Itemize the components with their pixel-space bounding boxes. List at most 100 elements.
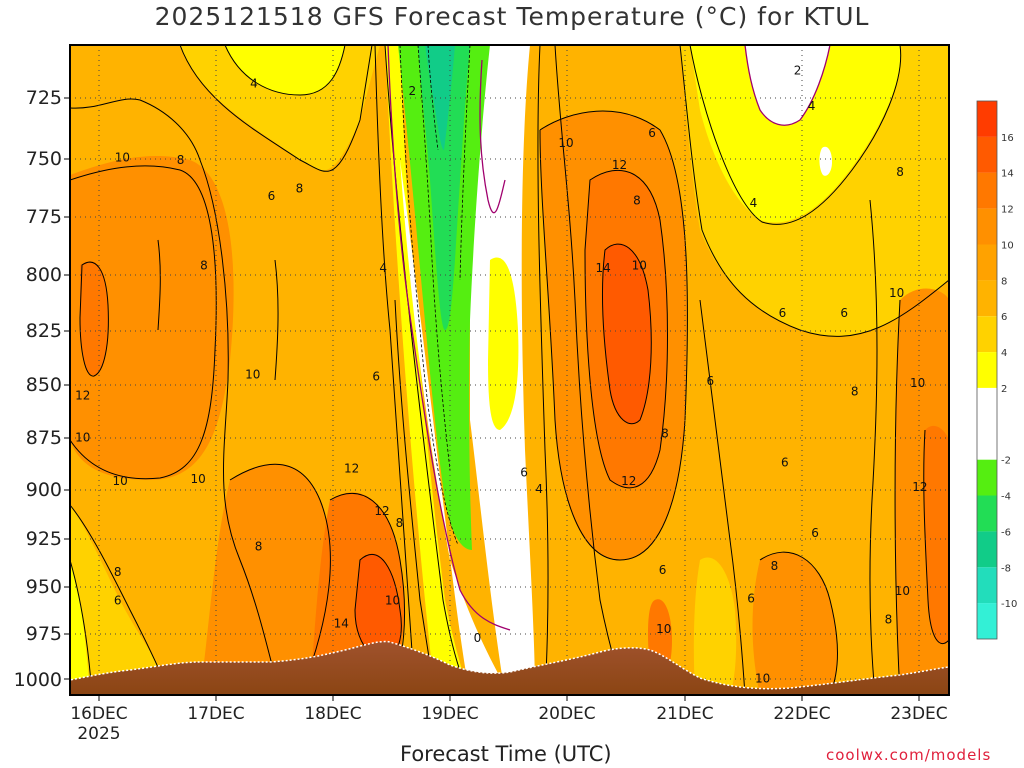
- y-tick-label-775: 775: [26, 206, 62, 228]
- y-tick-label-975: 975: [26, 623, 62, 645]
- band-yellow-left-edge: [70, 505, 170, 695]
- contour-line: [537, 45, 549, 695]
- y-tick-label-950: 950: [26, 576, 62, 598]
- band-white-front: [400, 160, 510, 695]
- zero-contour-line: [744, 45, 831, 126]
- contour-label: 8: [885, 613, 893, 627]
- contour-label: 0: [474, 631, 482, 645]
- contour-label: 10: [190, 472, 205, 486]
- band-orange-left-core: [70, 155, 234, 480]
- contour-label: 8: [771, 559, 779, 573]
- band-yellow-top-center: [225, 45, 345, 95]
- contour-label: 8: [896, 165, 904, 179]
- contour-label: 4: [250, 76, 258, 90]
- contour-label: 8: [396, 516, 404, 530]
- colorbar-swatch: [977, 316, 997, 353]
- colorbar-swatch: [977, 101, 997, 137]
- contour-line: [689, 45, 902, 225]
- cold-dashed-contours: [399, 45, 471, 546]
- colorbar-swatch: [977, 136, 997, 173]
- colorbar-swatch: [977, 280, 997, 317]
- dashed-contour-line: [459, 45, 471, 281]
- colorbar-tick-label: -4: [1001, 492, 1011, 503]
- colorbar-swatch: [977, 531, 997, 568]
- contour-line: [224, 45, 346, 96]
- contour-label: 6: [840, 306, 848, 320]
- colorbar-swatch: [977, 172, 997, 209]
- colorbar-tick-label: -2: [1001, 456, 1011, 467]
- contour-label: 10: [632, 259, 647, 273]
- band-green-mid: [418, 45, 470, 330]
- x-tick-label-18dec: 18DEC: [304, 704, 361, 724]
- colorbar-swatch: [977, 459, 997, 496]
- y-tick-label-1000: 1000: [14, 669, 62, 691]
- freezing-lines: [387, 45, 831, 631]
- contour-line: [70, 98, 281, 695]
- colorbar-tick-label: -10: [1001, 599, 1017, 610]
- contour-label: 12: [374, 504, 389, 518]
- contour-label: 10: [385, 594, 400, 608]
- band-yellow-bright-right: [690, 45, 901, 223]
- colorbar-tick-label: 6: [1001, 312, 1007, 323]
- x-tick-label-16dec: 16DEC: [70, 704, 127, 724]
- contour-label: 12: [612, 158, 627, 172]
- band-deep-orange-left: [80, 261, 109, 376]
- zero-contour-line: [479, 59, 506, 214]
- contour-label: 6: [659, 563, 667, 577]
- colorbar-tick-label: 2: [1001, 384, 1007, 395]
- contour-line: [554, 45, 626, 695]
- contour-label: 4: [535, 482, 543, 496]
- dashed-contour-line: [427, 45, 439, 151]
- band-yellow-behind: [488, 257, 519, 430]
- contour-line: [79, 261, 109, 377]
- colorbar-tick-label: 4: [1001, 348, 1007, 359]
- contour-label: 10: [245, 367, 260, 381]
- band-white-left: [70, 560, 90, 695]
- contour-label: 8: [633, 194, 641, 208]
- x-tick-label-17dec: 17DEC: [187, 704, 244, 724]
- contour-line: [759, 551, 838, 695]
- band-orange-lower-mid: [200, 463, 331, 695]
- colorbar-frame: [976, 100, 998, 640]
- x-year-label: 2025: [77, 724, 120, 744]
- x-axis-title: Forecast Time (UTC): [400, 742, 612, 766]
- contour-label: 10: [558, 136, 573, 150]
- colorbar-tick-label: -6: [1001, 527, 1011, 538]
- colorbar: 16 14 12 10 8 6 4 2 -2 -4 -6 -8 -10: [976, 100, 1017, 640]
- contour-label: 8: [200, 259, 208, 273]
- contour-label: 6: [372, 370, 380, 384]
- colorbar-tick-label: 10: [1001, 241, 1014, 252]
- colorbar-swatch: [977, 208, 997, 245]
- colorbar-swatch: [977, 352, 997, 388]
- contour-label: 14: [334, 616, 349, 630]
- y-axis: 725 750 775 800 825 850 875 900 925 950 …: [14, 87, 70, 691]
- contour-label: 10: [656, 622, 671, 636]
- colorbar-tick-label: 12: [1001, 205, 1014, 216]
- contour-line: [157, 239, 279, 381]
- contour-label: 12: [75, 389, 90, 403]
- contour-line: [679, 45, 949, 337]
- contour-label: 6: [706, 374, 714, 388]
- contour-line: [374, 45, 416, 695]
- contour-label: 10: [910, 376, 925, 390]
- contour-label: 6: [268, 189, 276, 203]
- colorbar-swatch: [977, 603, 997, 639]
- dashed-contour-line: [417, 45, 451, 471]
- contour-label: 10: [75, 431, 90, 445]
- y-tick-label-725: 725: [26, 87, 62, 109]
- temperature-fill-bands: [70, 45, 949, 695]
- contour-label: 6: [779, 306, 787, 320]
- contour-label: 12: [621, 474, 636, 488]
- contour-label: 10: [889, 286, 904, 300]
- contour-label: 6: [811, 526, 819, 540]
- contour-label: 4: [808, 99, 816, 113]
- contour-label: 8: [255, 540, 263, 554]
- contour-label: 2: [408, 84, 416, 98]
- contour-label: 14: [596, 261, 611, 275]
- credit-text: coolwx.com/models: [826, 746, 992, 764]
- x-tick-label-20dec: 20DEC: [538, 704, 595, 724]
- y-tick-label-850: 850: [26, 374, 62, 396]
- colorbar-tick-label: 14: [1001, 169, 1014, 180]
- terrain-surface: [70, 640, 949, 695]
- colorbar-tick-label: 16: [1001, 133, 1014, 144]
